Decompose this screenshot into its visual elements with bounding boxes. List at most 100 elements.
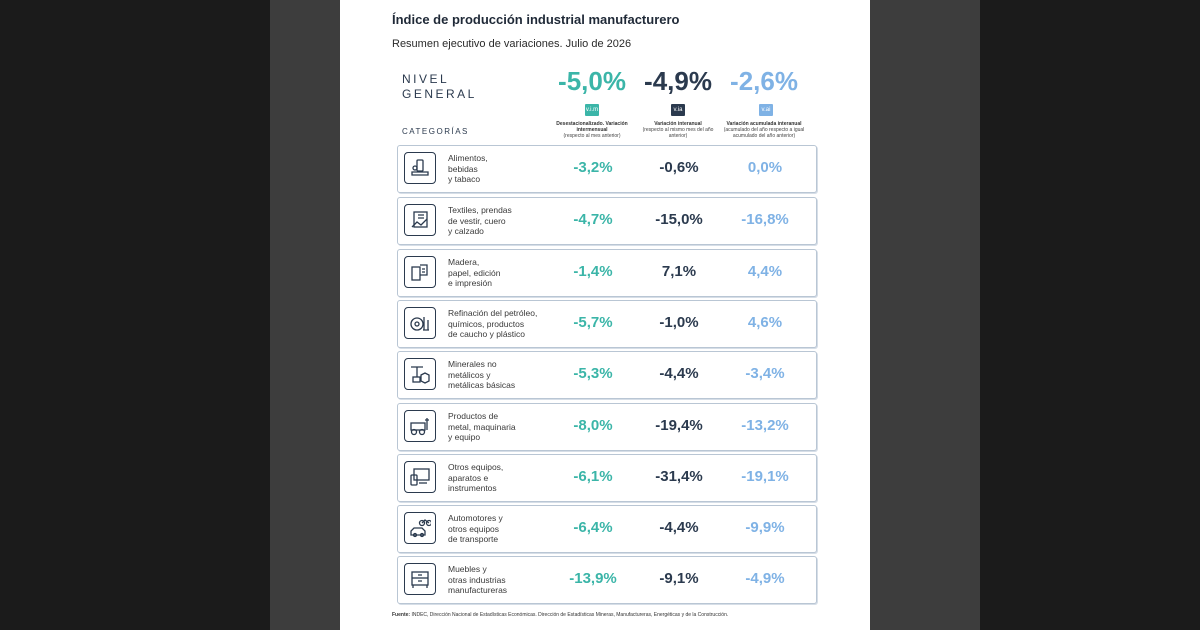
general-level-label-line1: NIVEL [402,72,450,86]
category-label-line2: otras industrias [448,574,506,585]
category-row-food: Alimentos, bebidas y tabaco -3,2% -0,6% … [397,145,817,193]
page-subtitle: Resumen ejecutivo de variaciones. Julio … [392,38,632,50]
general-vm-value: -5,0% [558,66,626,96]
tractor-icon [404,410,436,442]
vm-value: -3,2% [573,159,613,176]
category-row-textiles: Textiles, prendas de vestir, cuero y cal… [397,197,817,245]
general-ia-value: -4,9% [644,66,712,96]
minerals-icon [404,358,436,390]
categories-header: CATEGORÍAS [402,127,469,136]
category-label: Automotores y otros equipos de transport… [448,513,558,545]
category-row-metal-machinery: Productos de metal, maquinaria y equipo … [397,403,817,451]
document-page: Índice de producción industrial manufact… [340,0,870,630]
food-icon [404,152,436,184]
source-label: Fuente: [392,612,411,618]
ia-value: -31,4% [655,468,703,485]
category-label-line3: y tabaco [448,174,481,184]
vm-badge: v.i.m [585,104,599,116]
paper-icon [404,256,436,288]
vm-value: -13,9% [569,570,617,587]
category-row-other-equipment: Otros equipos, aparatos e instrumentos -… [397,454,817,502]
category-label: Minerales no metálicos y metálicas básic… [448,359,558,391]
general-level-label: NIVEL GENERAL [402,72,477,102]
category-label: Otros equipos, aparatos e instrumentos [448,462,558,494]
category-label-line1: Muebles y [448,564,487,574]
category-row-automotive: Automotores y otros equipos de transport… [397,505,817,553]
column-header-vm: Desestacionalizado. Variación intermensu… [547,121,637,139]
category-label: Textiles, prendas de vestir, cuero y cal… [448,205,558,237]
vm-value: -1,4% [573,263,613,280]
category-label-line2: aparatos e [448,472,489,483]
ia-value: -1,0% [659,314,699,331]
ai-value: -16,8% [741,211,789,228]
ai-value: -4,9% [745,570,785,587]
ai-value: 0,0% [747,159,783,176]
category-label-line2: metal, maquinaria [448,421,516,432]
source-note: Fuente: INDEC, Dirección Nacional de Est… [392,612,728,618]
vm-value: -6,1% [573,468,613,485]
column-header-ia-note: (respecto al mismo mes del año anterior) [642,127,714,139]
category-label-line1: Refinación del petróleo, [448,308,538,318]
category-label-line3: instrumentos [448,483,497,493]
category-label-line3: y equipo [448,432,481,442]
ia-value: -9,1% [659,570,699,587]
category-label-line2: bebidas [448,163,478,174]
ai-badge: v.ai [759,104,773,116]
devices-icon [404,461,436,493]
category-label: Productos de metal, maquinaria y equipo [448,411,558,443]
category-label-line3: manufactureras [448,585,508,595]
column-header-vm-title: Desestacionalizado. Variación intermensu… [556,121,628,133]
category-label-line2: papel, edición [448,267,501,278]
vehicles-icon [404,512,436,544]
ia-value: -4,4% [659,365,699,382]
category-label-line1: Otros equipos, [448,462,504,472]
category-label-line3: y calzado [448,226,484,236]
right-dark-margin [980,0,1200,630]
category-label-line1: Productos de [448,411,499,421]
category-label: Muebles y otras industrias manufacturera… [448,564,558,596]
ai-value: 4,6% [747,314,783,331]
ai-value: -13,2% [741,417,789,434]
ai-value: 4,4% [747,263,783,280]
textile-icon [404,204,436,236]
ia-value: -19,4% [655,417,703,434]
furniture-icon [404,563,436,595]
category-label-line1: Automotores y [448,513,503,523]
category-label-line3: de transporte [448,534,499,544]
category-label-line3: metálicas básicas [448,380,516,390]
ai-value: -19,1% [741,468,789,485]
column-header-vm-note: (respecto al mes anterior) [563,133,621,139]
category-label-line2: otros equipos [448,523,500,534]
category-label-line3: de caucho y plástico [448,329,526,339]
general-level-label-line2: GENERAL [402,87,477,101]
category-label-line1: Minerales no [448,359,497,369]
ia-value: -15,0% [655,211,703,228]
refinery-icon [404,307,436,339]
source-text: INDEC, Dirección Nacional de Estadística… [411,612,729,618]
vm-value: -8,0% [573,417,613,434]
category-label-line2: metálicos y [448,369,491,380]
category-label-line1: Madera, [448,257,480,267]
vm-value: -6,4% [573,519,613,536]
ai-value: -3,4% [745,365,785,382]
category-label-line2: químicos, productos [448,318,525,329]
category-label: Alimentos, bebidas y tabaco [448,153,558,185]
ia-value: -4,4% [659,519,699,536]
vm-value: -5,3% [573,365,613,382]
ai-value: -9,9% [745,519,785,536]
category-row-minerals: Minerales no metálicos y metálicas básic… [397,351,817,399]
category-label-line3: e impresión [448,278,492,288]
category-row-refining: Refinación del petróleo, químicos, produ… [397,300,817,348]
column-header-ia: Variación interanual (respecto al mismo … [633,121,723,139]
category-label-line2: de vestir, cuero [448,215,506,226]
column-header-ai: Variación acumulada interanual (acumulad… [719,121,809,139]
category-row-furniture: Muebles y otras industrias manufacturera… [397,556,817,604]
vm-value: -4,7% [573,211,613,228]
page-title: Índice de producción industrial manufact… [392,12,680,27]
category-label-line1: Alimentos, [448,153,488,163]
ia-value: 7,1% [661,263,697,280]
left-dark-margin [0,0,270,630]
column-header-ai-title: Variación acumulada interanual [726,121,802,127]
category-label: Madera, papel, edición e impresión [448,257,558,289]
column-header-ia-title: Variación interanual [654,121,702,127]
